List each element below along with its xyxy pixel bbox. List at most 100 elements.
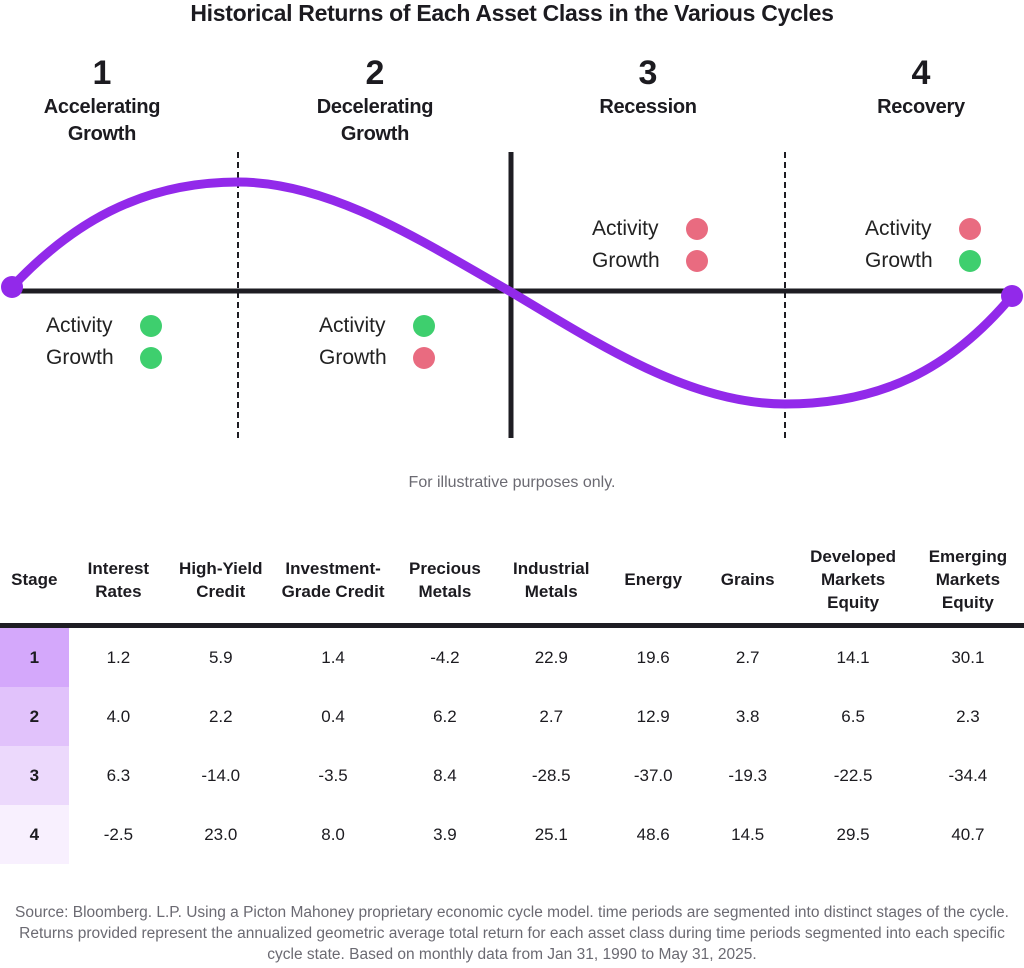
stage-cell: 2: [0, 687, 69, 746]
illustrative-note: For illustrative purposes only.: [408, 474, 616, 491]
indicator-label: Activity: [865, 217, 932, 240]
status-dot-icon: [140, 347, 162, 369]
stage-heading-4: 4 Recovery: [821, 52, 1021, 121]
status-dot-icon: [959, 250, 981, 272]
column-header: Energy: [605, 536, 701, 628]
column-header-text: Developed: [810, 547, 897, 566]
indicator-label: Growth: [592, 249, 660, 272]
indicator-growth: Growth: [319, 342, 435, 374]
column-header-text: Markets: [820, 570, 886, 589]
column-header: Investment- Grade Credit: [273, 536, 393, 628]
value-cell: 1.4: [321, 647, 345, 667]
column-header-text: Metals: [418, 581, 472, 601]
stage-cell: 3: [0, 746, 69, 805]
column-header-text: Energy: [624, 570, 683, 589]
value-cell: 14.5: [731, 824, 765, 844]
cycle-curve: [7, 177, 1017, 409]
indicator-label: Activity: [46, 314, 113, 337]
stage-name-line1: Recovery: [877, 96, 965, 118]
stage-2-indicators: Activity Growth: [319, 310, 435, 374]
status-dot-icon: [686, 218, 708, 240]
table-row: 1 1.2 5.9 1.4 -4.2 22.9 19.6 2.7 14.1 30.1: [0, 625, 1024, 687]
stage-name-line1: Recession: [599, 96, 697, 118]
table-row: 3 6.3 -14.0 -3.5 8.4 -28.5 -37.0 -19.3 -22.5 -34.…: [0, 746, 1024, 805]
indicator-growth: Growth: [592, 245, 708, 277]
value-cell: 40.7: [951, 824, 985, 844]
value-cell: -4.2: [430, 647, 460, 667]
value-cell: -19.3: [728, 765, 768, 785]
column-header: Industrial Metals: [497, 536, 606, 628]
column-header-text: Emerging: [928, 547, 1008, 566]
value-cell: 12.9: [636, 706, 670, 726]
stage-heading-2: 2 Decelerating Growth: [275, 52, 475, 148]
column-header-text: Stage: [11, 570, 58, 589]
status-dot-icon: [959, 218, 981, 240]
value-cell: 22.9: [534, 647, 568, 667]
value-cell: 3.8: [735, 706, 760, 726]
value-cell: 30.1: [951, 647, 985, 667]
status-dot-icon: [413, 315, 435, 337]
value-cell: -22.5: [833, 765, 873, 785]
value-cell: -28.5: [531, 765, 571, 785]
indicator-growth: Growth: [865, 245, 981, 277]
value-cell: 6.3: [106, 765, 131, 785]
indicator-activity: Activity: [592, 213, 708, 245]
column-header-text: Rates: [95, 581, 142, 601]
source-footnote: Source: Bloomberg. L.P. Using a Picton M…: [15, 904, 1009, 963]
column-header: Stage: [0, 536, 69, 628]
value-cell: 23.0: [204, 824, 238, 844]
indicator-activity: Activity: [319, 310, 435, 342]
column-header-text: Equity: [827, 593, 880, 612]
stage-number: 4: [911, 54, 931, 92]
indicator-label: Activity: [592, 217, 659, 240]
column-header-text: Industrial: [512, 558, 590, 578]
value-cell: 1.2: [106, 647, 131, 667]
value-cell: 6.5: [841, 706, 865, 726]
value-cell: 8.0: [321, 824, 345, 844]
chart-title: Historical Returns of Each Asset Class i…: [190, 0, 834, 26]
stage-name-line1: Decelerating: [316, 96, 434, 118]
indicator-label: Growth: [865, 249, 933, 272]
table-body: 1 1.2 5.9 1.4 -4.2 22.9 19.6 2.7 14.1 30.1 2 4.0 2.2…: [0, 625, 1024, 864]
value-cell: 2.2: [208, 706, 233, 726]
status-dot-icon: [686, 250, 708, 272]
value-cell: 48.6: [636, 824, 670, 844]
value-cell: -37.0: [633, 765, 673, 785]
stage-heading-3: 3 Recession: [548, 52, 748, 121]
column-header-text: Precious: [409, 558, 481, 578]
status-dot-icon: [140, 315, 162, 337]
column-header-text: Investment-: [285, 558, 381, 578]
value-cell: 8.4: [433, 765, 457, 785]
indicator-label: Growth: [46, 346, 114, 369]
table-header-row: Stage Interest Rates High-Yield Credit Invest…: [0, 536, 1024, 628]
column-header: Precious Metals: [392, 536, 498, 628]
stage-cell: 1: [0, 625, 69, 687]
table-row: 4 -2.5 23.0 8.0 3.9 25.1 48.6 14.5 29.5 40.7: [0, 805, 1024, 864]
value-cell: 6.2: [433, 706, 457, 726]
column-header: Developed Markets Equity: [794, 536, 912, 628]
indicator-label: Growth: [319, 346, 387, 369]
curve-end-point: [1001, 285, 1023, 307]
value-cell: -2.5: [103, 824, 134, 844]
column-header-text: High-Yield: [179, 558, 263, 578]
value-cell: 2.7: [735, 647, 760, 667]
value-cell: 29.5: [836, 824, 870, 844]
value-cell: 4.0: [106, 706, 131, 726]
stage-name-line2: Growth: [340, 123, 410, 145]
status-dot-icon: [413, 347, 435, 369]
stage-cell: 4: [0, 805, 69, 864]
column-header-text: Metals: [524, 581, 578, 601]
indicator-activity: Activity: [865, 213, 981, 245]
stage-number: 2: [365, 54, 385, 92]
indicator-growth: Growth: [46, 342, 162, 374]
stage-number: 1: [92, 54, 112, 92]
cycle-diagram: [1, 152, 1023, 438]
indicator-label: Activity: [319, 314, 386, 337]
returns-table: Stage Interest Rates High-Yield Credit Invest…: [0, 536, 1024, 864]
column-header-text: Credit: [196, 581, 246, 601]
column-header-text: Equity: [941, 593, 994, 612]
column-header: Grains: [701, 536, 795, 628]
value-cell: -3.5: [318, 765, 348, 785]
value-cell: 2.3: [956, 706, 980, 726]
indicator-activity: Activity: [46, 310, 162, 342]
